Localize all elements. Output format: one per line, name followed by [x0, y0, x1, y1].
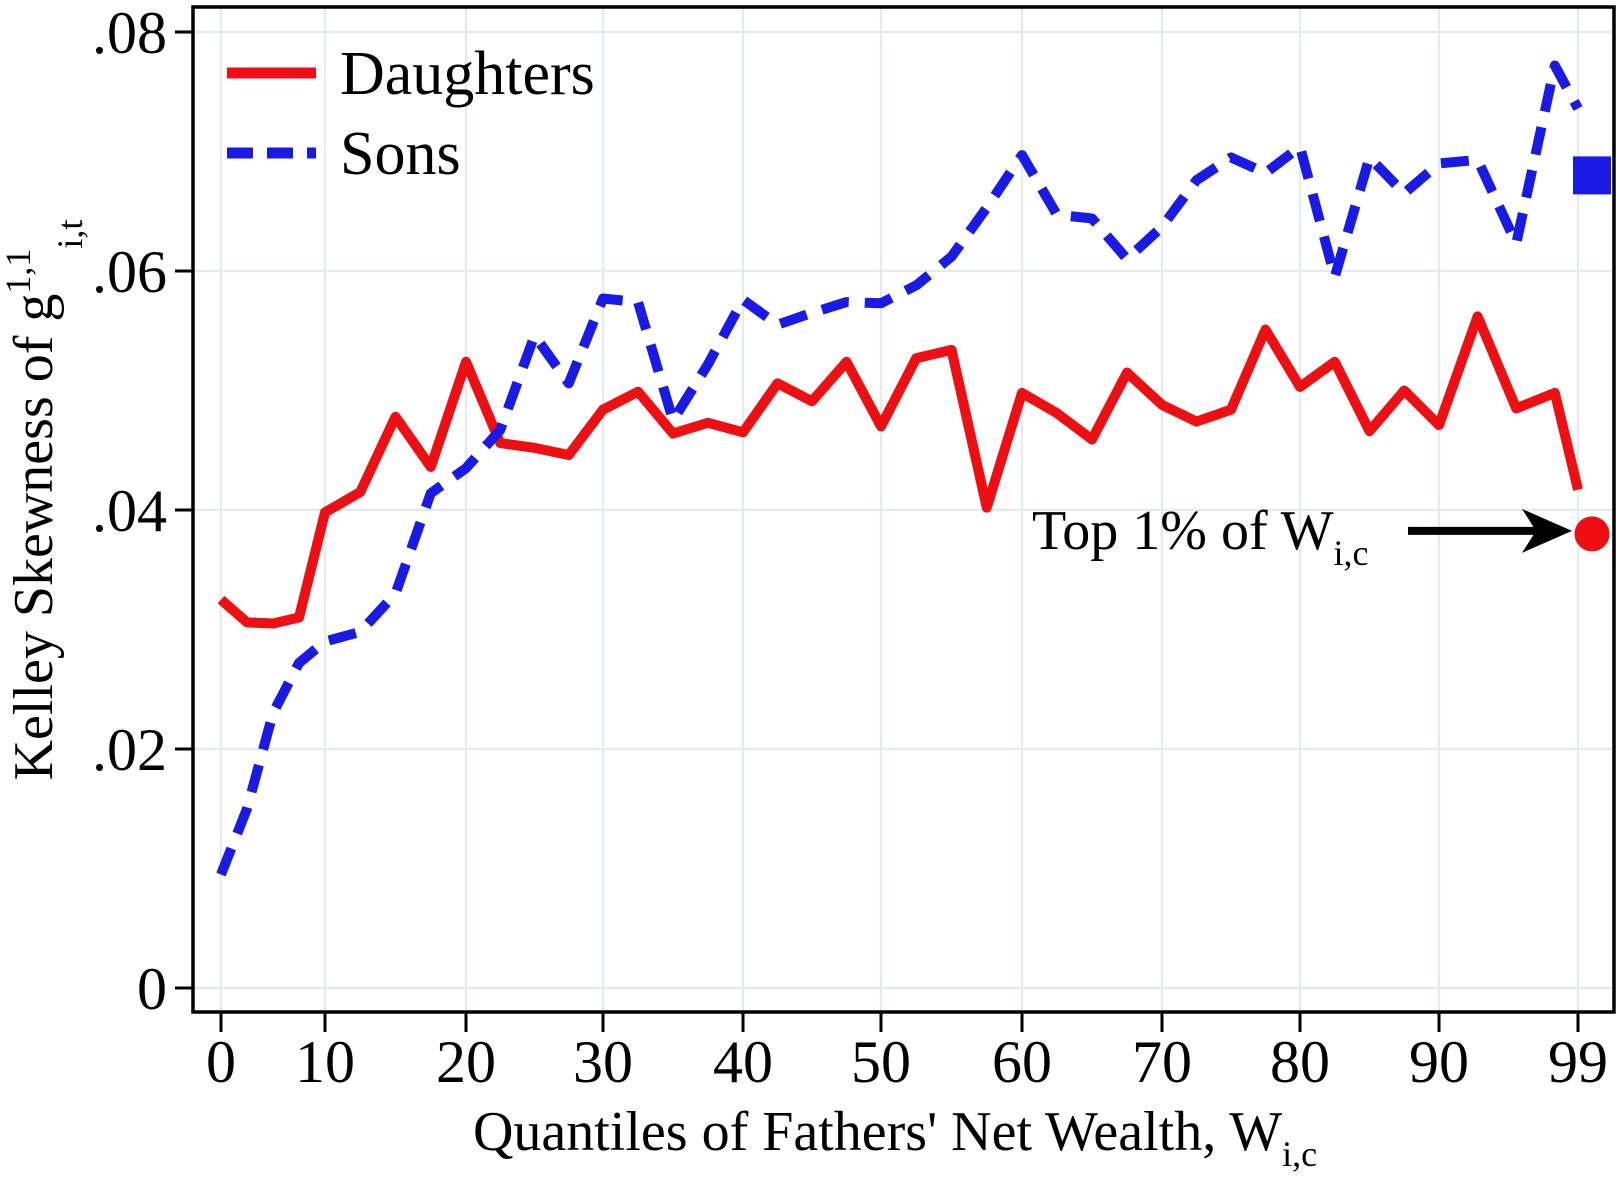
top1-annotation: Top 1% of Wi,c	[1032, 500, 1368, 573]
y-tick-label: .04	[92, 478, 167, 544]
legend-daughters-label: Daughters	[340, 40, 595, 108]
y-tick-label: .08	[92, 0, 167, 66]
y-tick-label: .02	[92, 717, 167, 783]
legend: Daughters Sons	[227, 40, 595, 188]
x-tick-label: 70	[1132, 1029, 1192, 1095]
x-tick-label: 0	[206, 1029, 236, 1095]
y-tick-label: 0	[137, 956, 167, 1022]
legend-sons-label: Sons	[340, 120, 461, 188]
x-tick-label: 60	[992, 1029, 1052, 1095]
x-tick-label: 30	[573, 1029, 633, 1095]
x-tick-label: 80	[1270, 1029, 1330, 1095]
x-tick-label: 40	[713, 1029, 773, 1095]
x-tick-label: 10	[295, 1029, 355, 1095]
series-sons-line	[216, 60, 1583, 877]
top1-sons-marker	[1573, 156, 1611, 195]
x-tick-label: 50	[851, 1029, 911, 1095]
x-tick-label: 99	[1548, 1029, 1608, 1095]
x-axis-title: Quantiles of Fathers' Net Wealth, Wi,c	[473, 1101, 1317, 1174]
top1-daughters-marker	[1574, 516, 1610, 552]
x-tick-label: 90	[1409, 1029, 1469, 1095]
y-axis-title: Kelley Skewness of g1,1i,t	[0, 220, 90, 781]
x-tick-label: 20	[436, 1029, 496, 1095]
annotation-arrowhead	[1522, 508, 1572, 553]
series-daughters-line	[217, 311, 1583, 629]
y-tick-label: .06	[92, 239, 167, 305]
